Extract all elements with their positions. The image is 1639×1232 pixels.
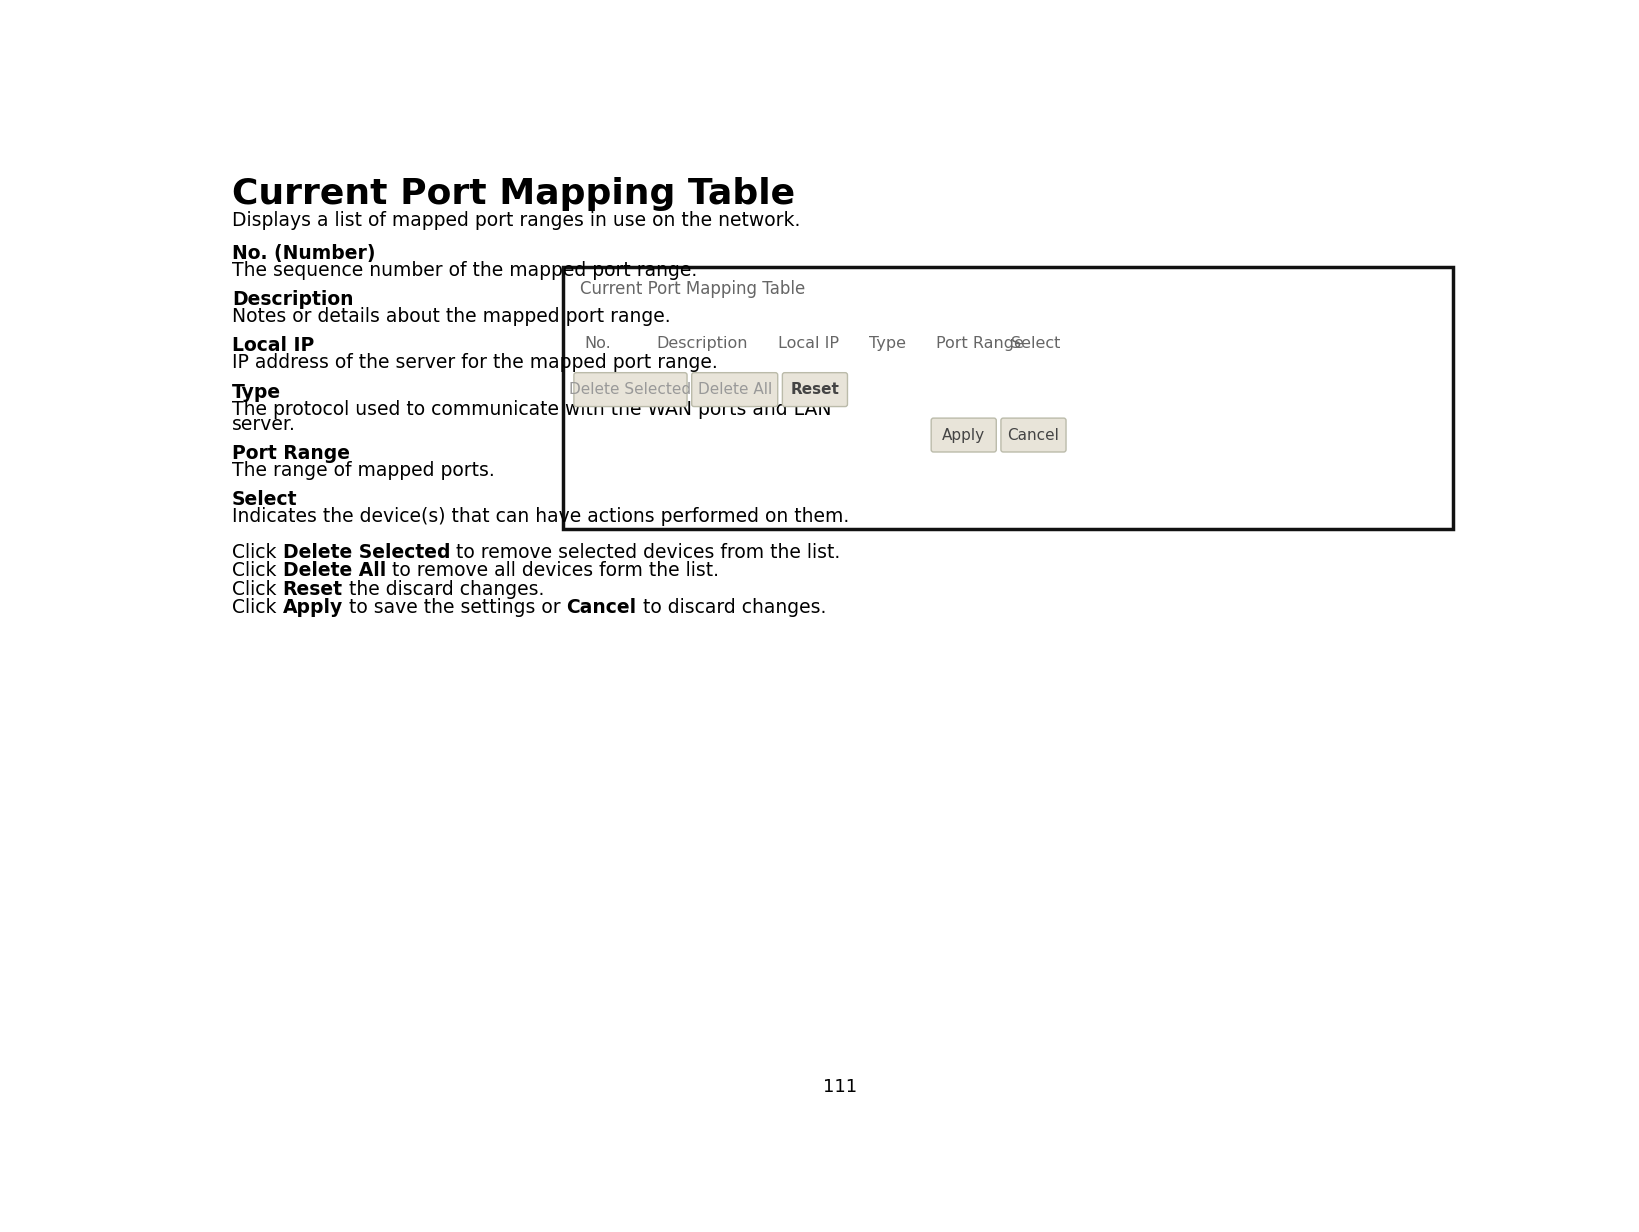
Text: Displays a list of mapped port ranges in use on the network.: Displays a list of mapped port ranges in… xyxy=(233,211,800,230)
Text: Delete Selected: Delete Selected xyxy=(282,543,449,562)
Text: Click: Click xyxy=(233,562,282,580)
Text: The protocol used to communicate with the WAN ports and LAN: The protocol used to communicate with th… xyxy=(233,399,831,419)
FancyBboxPatch shape xyxy=(931,418,995,452)
Text: to save the settings or: to save the settings or xyxy=(343,599,565,617)
Text: The range of mapped ports.: The range of mapped ports. xyxy=(233,461,495,480)
Text: Reset: Reset xyxy=(282,580,343,599)
Text: to remove selected devices from the list.: to remove selected devices from the list… xyxy=(449,543,839,562)
Text: Click: Click xyxy=(233,599,282,617)
Text: Apply: Apply xyxy=(941,428,985,442)
Text: Current Port Mapping Table: Current Port Mapping Table xyxy=(580,280,805,297)
Text: IP address of the server for the mapped port range.: IP address of the server for the mapped … xyxy=(233,354,718,372)
Text: Current Port Mapping Table: Current Port Mapping Table xyxy=(233,177,795,211)
Text: Notes or details about the mapped port range.: Notes or details about the mapped port r… xyxy=(233,307,670,326)
Text: the discard changes.: the discard changes. xyxy=(343,580,544,599)
FancyBboxPatch shape xyxy=(692,372,777,407)
Text: Description: Description xyxy=(233,291,354,309)
FancyBboxPatch shape xyxy=(574,372,687,407)
Text: to discard changes.: to discard changes. xyxy=(636,599,826,617)
Text: Click: Click xyxy=(233,580,282,599)
Text: Delete All: Delete All xyxy=(282,562,385,580)
Text: Delete Selected: Delete Selected xyxy=(569,382,692,397)
Text: Description: Description xyxy=(657,336,747,351)
Text: Delete All: Delete All xyxy=(697,382,772,397)
Text: 111: 111 xyxy=(823,1078,857,1096)
Text: Select: Select xyxy=(1010,336,1060,351)
Text: The sequence number of the mapped port range.: The sequence number of the mapped port r… xyxy=(233,261,697,280)
Text: Select: Select xyxy=(233,490,297,510)
Text: No.: No. xyxy=(585,336,611,351)
Text: Port Range: Port Range xyxy=(936,336,1023,351)
FancyBboxPatch shape xyxy=(1000,418,1065,452)
Text: Apply: Apply xyxy=(282,599,343,617)
Text: Cancel: Cancel xyxy=(1006,428,1059,442)
Text: Click: Click xyxy=(233,543,282,562)
Text: to remove all devices form the list.: to remove all devices form the list. xyxy=(385,562,718,580)
FancyBboxPatch shape xyxy=(782,372,847,407)
Text: Type: Type xyxy=(233,383,280,402)
Text: Cancel: Cancel xyxy=(565,599,636,617)
Text: Port Range: Port Range xyxy=(233,445,349,463)
Text: Local IP: Local IP xyxy=(779,336,839,351)
Text: Reset: Reset xyxy=(790,382,839,397)
FancyBboxPatch shape xyxy=(562,267,1452,529)
Text: No. (Number): No. (Number) xyxy=(233,244,375,264)
Text: Type: Type xyxy=(869,336,906,351)
Text: Local IP: Local IP xyxy=(233,336,315,356)
Text: Indicates the device(s) that can have actions performed on them.: Indicates the device(s) that can have ac… xyxy=(233,508,849,526)
Text: server.: server. xyxy=(233,415,295,434)
